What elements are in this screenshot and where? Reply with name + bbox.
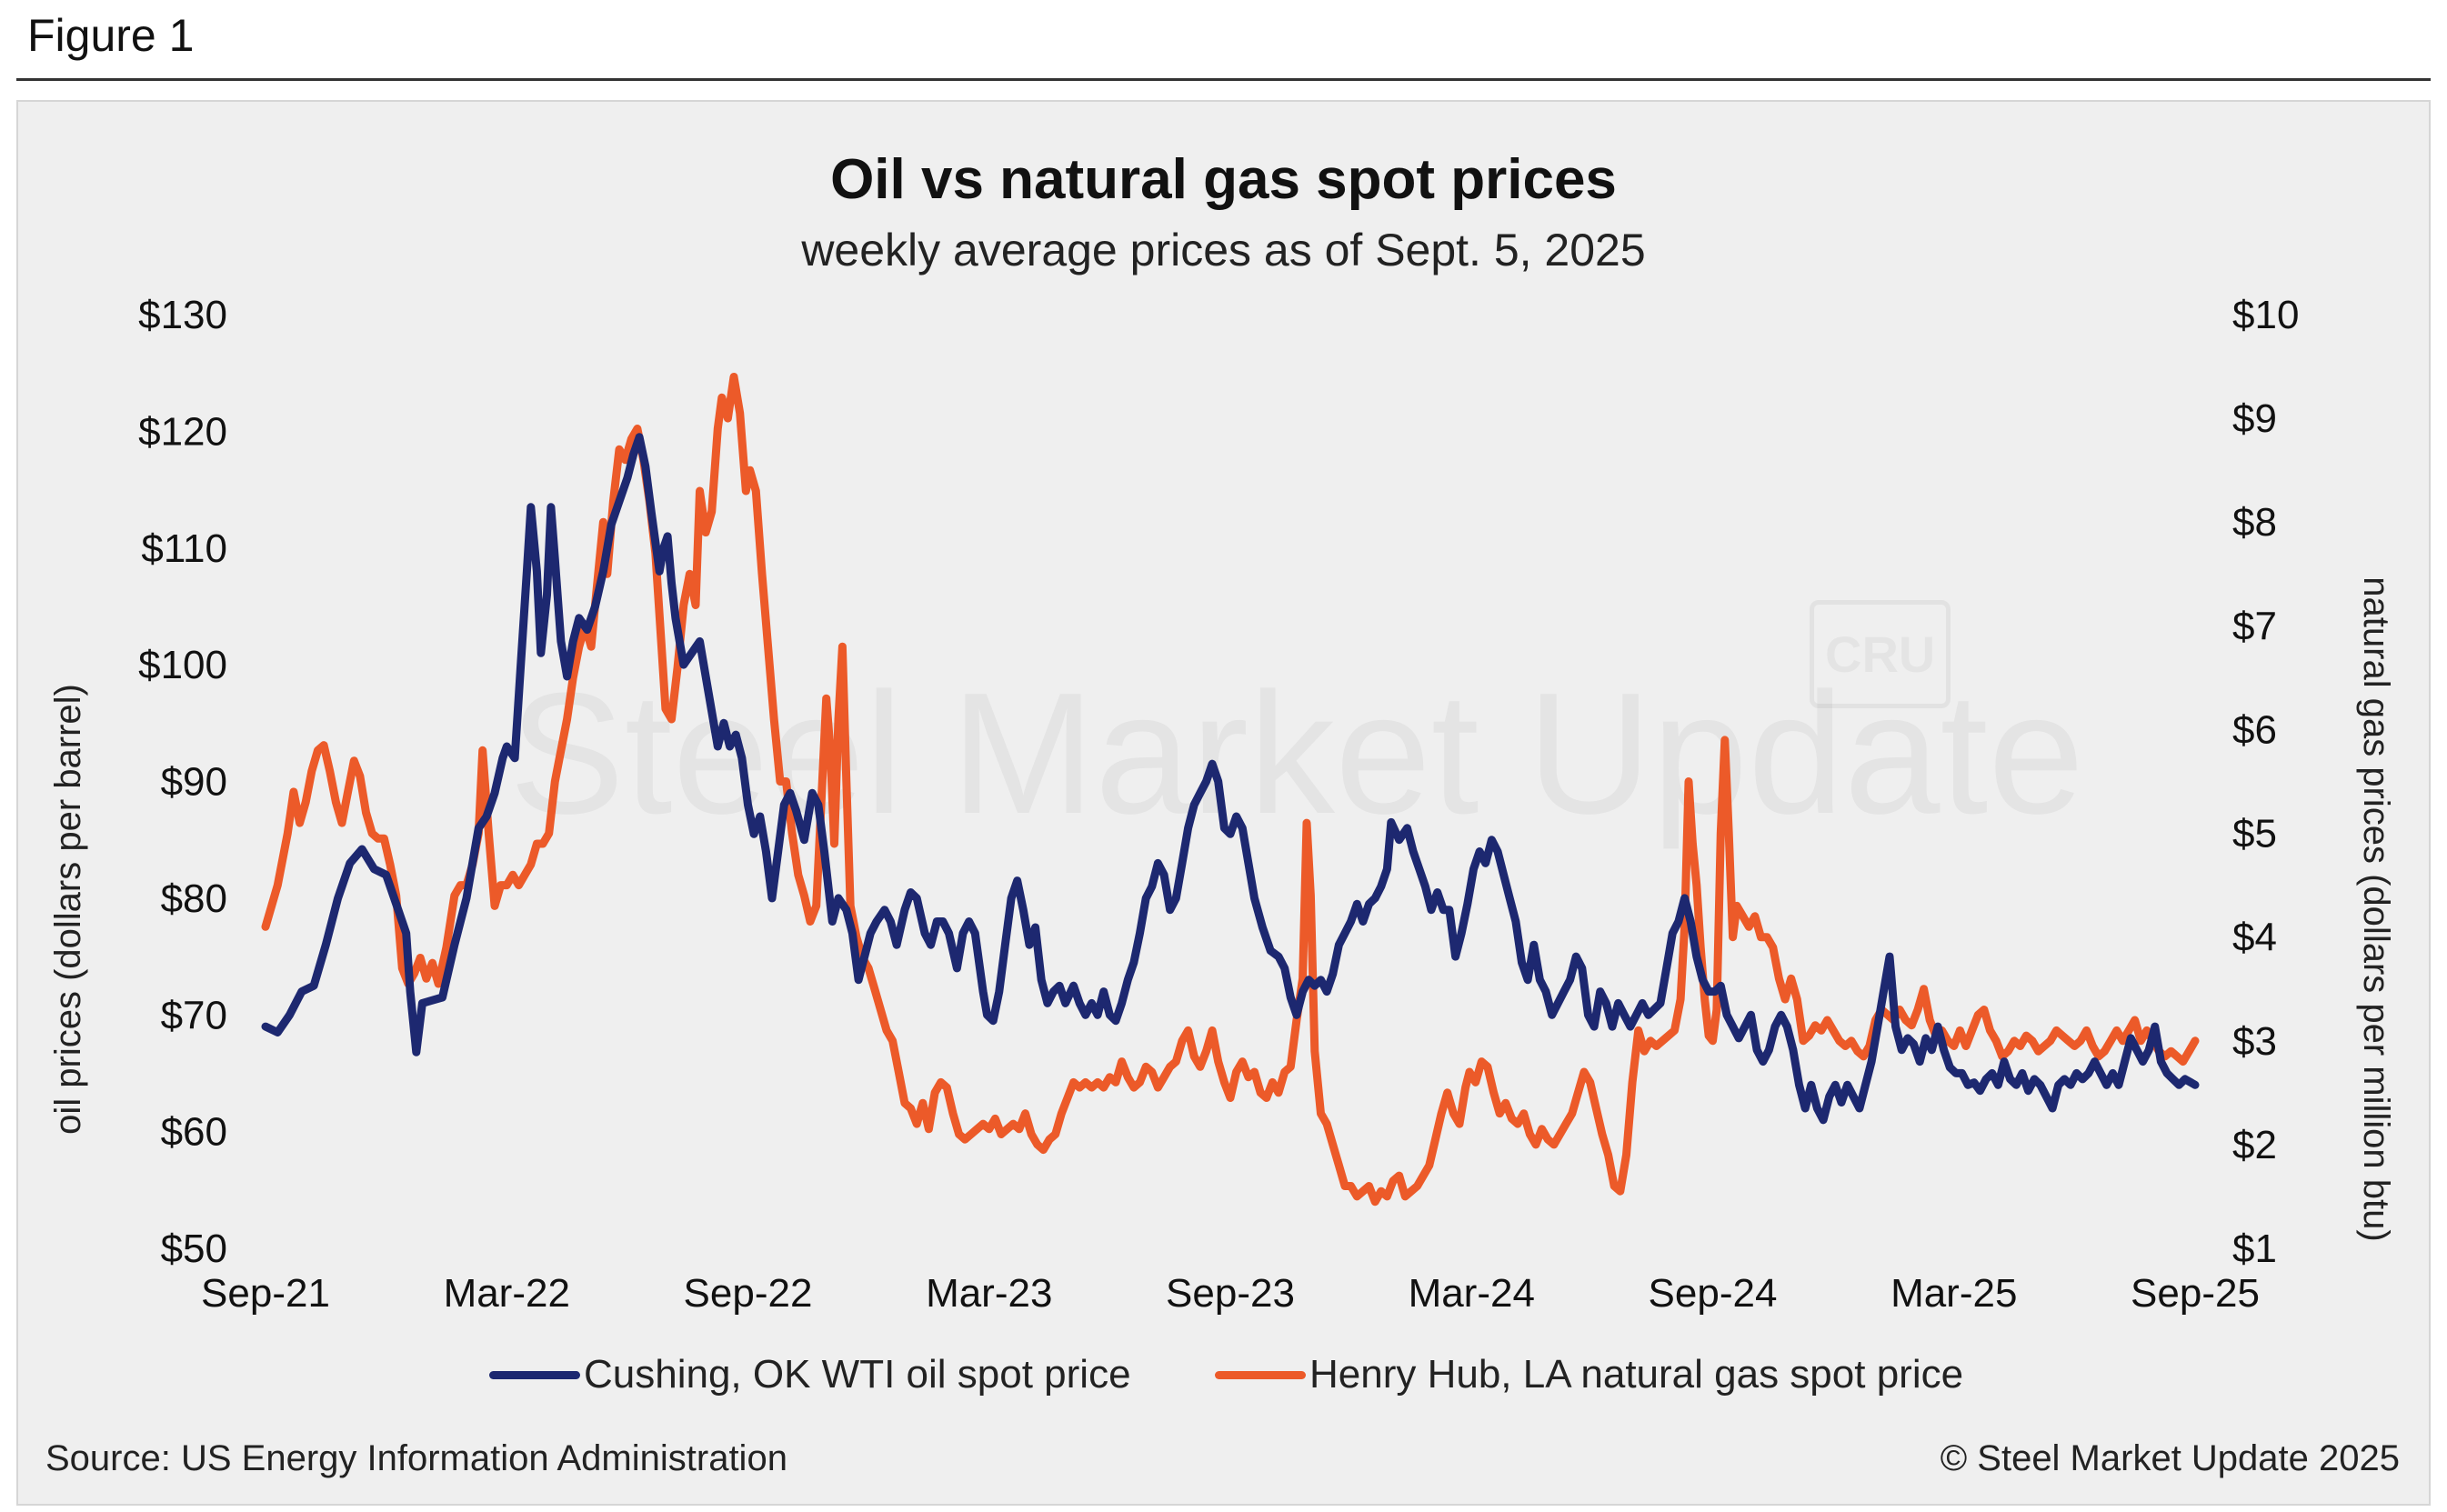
legend: Cushing, OK WTI oil spot price Henry Hub… <box>0 1347 2447 1402</box>
y-left-tick-label: $130 <box>138 293 227 337</box>
y-left-tick-label: $50 <box>161 1227 227 1271</box>
gas-price-line <box>261 373 2200 1207</box>
legend-label-gas: Henry Hub, LA natural gas spot price <box>1309 1352 1964 1397</box>
y-right-tick-label: $3 <box>2232 1019 2277 1064</box>
copyright-note: © Steel Market Update 2025 <box>1940 1438 2400 1478</box>
y-right-tick-label: $6 <box>2232 707 2277 752</box>
y-right-tick-label: $5 <box>2232 812 2277 856</box>
y-right-tick-label: $9 <box>2232 396 2277 441</box>
y-left-tick-label: $70 <box>161 993 227 1037</box>
legend-label-oil: Cushing, OK WTI oil spot price <box>584 1352 1131 1397</box>
legend-item-gas: Henry Hub, LA natural gas spot price <box>1215 1347 1963 1402</box>
source-note: Source: US Energy Information Administra… <box>45 1438 787 1478</box>
x-tick-label: Mar-24 <box>1409 1271 1535 1316</box>
y-left-tick-label: $90 <box>161 760 227 805</box>
y-axis-right-label: natural gas prices (dollars per million … <box>2356 576 2396 1241</box>
x-tick-label: Mar-25 <box>1890 1271 2017 1316</box>
x-tick-label: Mar-23 <box>926 1271 1052 1316</box>
y-right-tick-label: $2 <box>2232 1123 2277 1167</box>
series-layer <box>261 373 2200 1207</box>
legend-swatch-gas <box>1215 1370 1306 1379</box>
y-right-tick-labels: $1 $2 $3 $4 $5 $6 $7 $8 $9 $10 <box>2232 293 2299 1271</box>
chart-subtitle: weekly average prices as of Sept. 5, 202… <box>801 225 1646 275</box>
y-left-tick-label: $100 <box>138 643 227 687</box>
legend-item-oil: Cushing, OK WTI oil spot price <box>489 1347 1131 1402</box>
x-tick-label: Sep-21 <box>201 1271 330 1316</box>
chart-title: Oil vs natural gas spot prices <box>830 148 1617 211</box>
y-left-tick-label: $60 <box>161 1110 227 1155</box>
x-tick-label: Sep-25 <box>2131 1271 2260 1316</box>
x-tick-label: Sep-23 <box>1166 1271 1295 1316</box>
x-tick-labels: Sep-21 Mar-22 Sep-22 Mar-23 Sep-23 Mar-24 Sep-… <box>201 1271 2260 1316</box>
y-left-tick-labels: $50 $60 $70 $80 $90 $100 $110 $120 $130 <box>138 293 227 1271</box>
y-right-tick-label: $8 <box>2232 500 2277 545</box>
y-right-tick-label: $4 <box>2232 916 2277 960</box>
oil-price-line <box>261 433 2200 1125</box>
x-tick-label: Sep-24 <box>1649 1271 1778 1316</box>
figure-rule <box>16 78 2431 81</box>
y-left-tick-label: $110 <box>141 526 227 571</box>
x-tick-label: Mar-22 <box>444 1271 570 1316</box>
y-left-tick-label: $120 <box>138 409 227 454</box>
figure-label: Figure 1 <box>27 10 195 61</box>
legend-swatch-oil <box>489 1370 580 1379</box>
y-right-tick-label: $1 <box>2232 1227 2277 1271</box>
y-right-tick-label: $10 <box>2232 293 2299 337</box>
y-right-tick-label: $7 <box>2232 604 2277 648</box>
y-axis-left-label: oil prices (dollars per barrel) <box>48 684 88 1135</box>
x-tick-label: Sep-22 <box>684 1271 813 1316</box>
y-left-tick-label: $80 <box>161 876 227 921</box>
